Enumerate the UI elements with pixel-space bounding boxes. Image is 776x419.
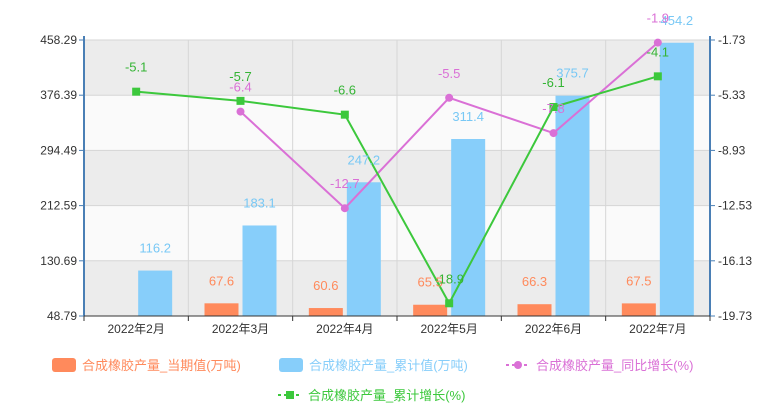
data-label: -4.1: [647, 44, 669, 59]
data-label: -7.8: [542, 101, 564, 116]
cumulative-growth-point: [132, 87, 141, 96]
legend-item[interactable]: 合成橡胶产量_累计增长(%): [278, 388, 465, 403]
x-tick-label: 2022年7月: [629, 322, 686, 336]
cumulative-growth-point: [445, 299, 454, 308]
data-label: 60.6: [313, 278, 338, 293]
left-tick-label: 294.49: [40, 143, 77, 157]
legend[interactable]: 合成橡胶产量_当期值(万吨) 合成橡胶产量_累计值(万吨) 合成橡胶产量_同比增长(…: [52, 358, 693, 403]
data-label: 67.5: [626, 273, 651, 288]
bar-current: [308, 308, 343, 316]
right-tick-label: -8.93: [718, 143, 746, 157]
x-tick-label: 2022年4月: [316, 322, 373, 336]
legend-swatch: [52, 358, 76, 372]
right-tick-label: -5.33: [718, 88, 746, 102]
left-tick-label: 48.79: [47, 309, 77, 323]
legend-item[interactable]: 合成橡胶产量_当期值(万吨): [52, 358, 241, 373]
data-label: -6.1: [542, 75, 564, 90]
data-labels: 116.2 67.6 183.1 60.6 247.2 65.5 311.4 66.3 375.…: [125, 11, 693, 293]
axes: 458.29 376.39 294.49 212.59 130.69 48.79 -1.73…: [40, 33, 752, 336]
data-label: 247.2: [348, 152, 381, 167]
data-label: 183.1: [243, 195, 276, 210]
legend-marker: [286, 391, 294, 399]
bar-current: [413, 304, 448, 316]
bar-current: [621, 303, 656, 316]
left-tick-label: 212.59: [40, 199, 77, 213]
cumulative-growth-point: [549, 103, 558, 112]
data-label: -5.5: [438, 66, 460, 81]
left-tick-label: 376.39: [40, 88, 77, 102]
data-label: 67.6: [209, 273, 234, 288]
cumulative-growth-point: [340, 110, 349, 119]
x-tick-label: 2022年5月: [420, 322, 477, 336]
legend-marker: [514, 361, 522, 369]
data-label: -5.7: [229, 69, 251, 84]
x-tick-label: 2022年3月: [212, 322, 269, 336]
cumulative-growth-point: [653, 72, 662, 81]
cumulative-growth-point: [236, 96, 245, 105]
data-label: -12.7: [330, 176, 360, 191]
legend-swatch: [279, 358, 303, 372]
bar-cumulative: [555, 95, 590, 316]
legend-item[interactable]: 合成橡胶产量_同比增长(%): [506, 358, 693, 373]
data-label: -1.9: [647, 11, 669, 26]
yoy-growth-point: [340, 204, 349, 213]
yoy-growth-point: [445, 93, 454, 102]
data-label: -5.1: [125, 60, 147, 75]
right-tick-label: -19.73: [718, 309, 752, 323]
bar-cumulative: [346, 182, 381, 316]
yoy-growth-point: [236, 107, 245, 116]
x-tick-label: 2022年6月: [525, 322, 582, 336]
legend-label: 合成橡胶产量_当期值(万吨): [82, 358, 241, 373]
bar-cumulative: [138, 270, 173, 316]
data-label: 311.4: [452, 109, 484, 124]
yoy-growth-point: [653, 38, 662, 47]
yoy-growth-point: [549, 129, 558, 138]
legend-label: 合成橡胶产量_同比增长(%): [536, 358, 693, 373]
bar-current: [517, 304, 552, 316]
bar-series: [138, 42, 694, 317]
bar-current: [204, 303, 239, 316]
data-label: -6.6: [334, 83, 356, 98]
data-label: -6.4: [229, 80, 251, 95]
right-tick-label: -12.53: [718, 199, 752, 213]
bar-cumulative: [659, 42, 694, 317]
data-label: 116.2: [139, 241, 171, 256]
cumulative-growth-line: [136, 75, 659, 306]
right-tick-label: -1.73: [718, 33, 746, 47]
legend-label: 合成橡胶产量_累计值(万吨): [309, 358, 468, 373]
data-label: 65.5: [418, 275, 443, 290]
x-tick-label: 2022年2月: [107, 322, 164, 336]
left-tick-label: 458.29: [40, 33, 77, 47]
data-label: 66.3: [522, 274, 547, 289]
bar-cumulative: [242, 225, 277, 316]
left-tick-label: 130.69: [40, 254, 77, 268]
data-label: 454.2: [661, 13, 694, 28]
legend-item[interactable]: 合成橡胶产量_累计值(万吨): [279, 358, 468, 373]
data-label: 375.7: [556, 66, 589, 81]
data-label: -18.9: [434, 271, 464, 286]
line-series: [132, 38, 662, 308]
bar-cumulative: [451, 139, 486, 316]
legend-label: 合成橡胶产量_累计增长(%): [308, 388, 465, 403]
right-tick-label: -16.13: [718, 254, 752, 268]
